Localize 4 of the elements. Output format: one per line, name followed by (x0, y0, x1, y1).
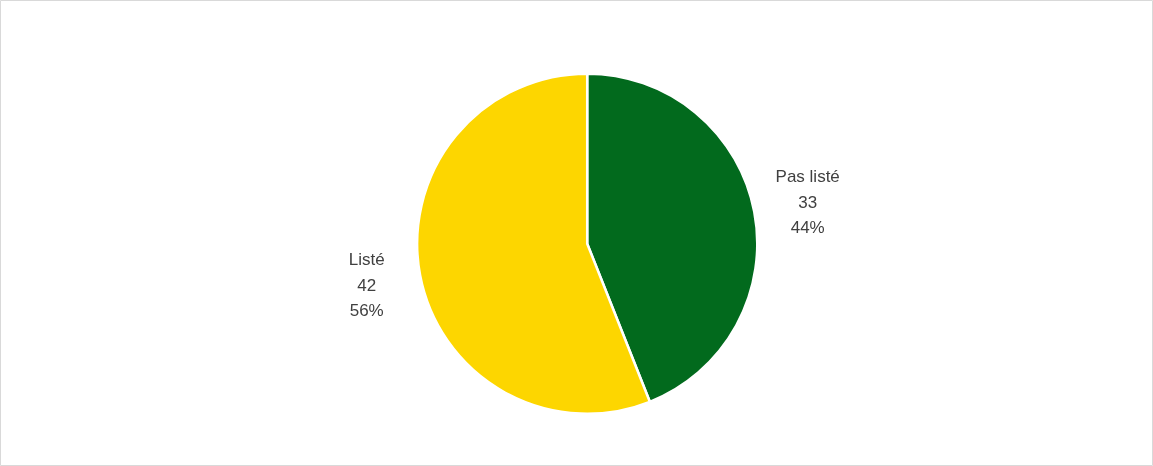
slice-label: Pas listé (775, 167, 840, 187)
slice-label: Listé (348, 250, 385, 270)
data-label: 42 56% (349, 276, 384, 321)
data-label: 33 44% (790, 193, 825, 238)
